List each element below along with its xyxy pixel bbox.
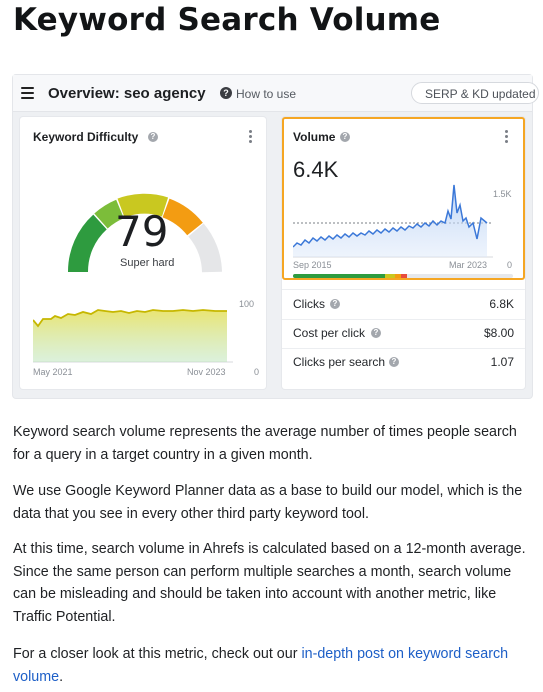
how-to-use-link[interactable]: How to use (236, 87, 297, 101)
volume-trend-bar (293, 274, 513, 278)
trend-bar-yellow (385, 274, 395, 278)
difficulty-gauge (67, 193, 222, 273)
in-depth-post-link[interactable]: in-depth post on keyword search volume (13, 646, 509, 685)
kd-axis-min: 0 (254, 367, 260, 377)
kd-axis-end-date: Nov 2023 (187, 367, 226, 377)
volume-area (293, 185, 487, 257)
metric-value: 6.8K (489, 297, 514, 311)
overview-topbar: Overview: seo agency ? How to use SERP &… (13, 75, 539, 112)
help-circle-icon[interactable]: ? (330, 299, 340, 309)
trend-bar-orange (395, 274, 401, 278)
volume-axis-min: 0 (507, 260, 513, 270)
help-circle-icon[interactable]: ? (340, 132, 350, 142)
help-circle-icon[interactable]: ? (148, 132, 158, 142)
volume-card: Volume ? 6.4K 1.5K 0 Sep 2015 Mar 2023 (282, 117, 525, 389)
trend-bar-green (293, 274, 385, 278)
gauge-segment-yellow (117, 193, 169, 218)
metric-value: 1.07 (490, 355, 514, 369)
more-options-icon[interactable] (505, 130, 509, 145)
gauge-segment-green (67, 214, 108, 273)
volume-axis-start-date: Sep 2015 (293, 260, 332, 270)
volume-line (293, 184, 488, 248)
kd-card-title: Keyword Difficulty (33, 130, 139, 144)
help-circle-icon[interactable]: ? (389, 357, 399, 367)
metric-divider (282, 319, 525, 320)
kd-axis-max: 100 (239, 299, 255, 309)
metric-divider (282, 348, 525, 349)
help-circle-icon[interactable]: ? (220, 87, 232, 99)
metric-row-clicks-per-search: Clicks per search ? 1.07 (293, 355, 514, 375)
ahrefs-screenshot: Overview: seo agency ? How to use SERP &… (13, 75, 539, 398)
metric-label: Clicks (293, 297, 325, 311)
kd-history-chart (33, 309, 233, 363)
metric-value: $8.00 (483, 326, 514, 340)
gauge-segment-remaining (188, 223, 222, 273)
serp-kd-updated-pill[interactable]: SERP & KD updated (411, 82, 539, 104)
kd-axis-start-date: May 2021 (33, 367, 73, 377)
kd-area (33, 310, 227, 362)
overview-title: Overview: seo agency (48, 85, 206, 102)
volume-history-chart (293, 184, 493, 258)
volume-axis-end-date: Mar 2023 (449, 260, 488, 270)
volume-card-title: Volume (293, 130, 336, 144)
metric-label: Clicks per search (293, 355, 386, 369)
trend-bar-red (401, 274, 407, 278)
metric-row-clicks: Clicks ? 6.8K (293, 297, 514, 317)
kd-score: 79 (115, 207, 169, 256)
page-title: Keyword Search Volume (13, 2, 441, 38)
kd-line (33, 309, 227, 328)
hamburger-menu-icon[interactable] (21, 87, 34, 99)
paragraph-calculation: At this time, search volume in Ahrefs is… (13, 541, 526, 625)
gauge-segment-lightgreen (94, 199, 125, 229)
gauge-segment-orange (162, 198, 203, 236)
keyword-difficulty-card: Keyword Difficulty ? 79 Super hard 100 0 (20, 117, 266, 389)
help-circle-icon[interactable]: ? (371, 328, 381, 338)
further-reading-text: For a closer look at this metric, check … (13, 646, 302, 662)
volume-axis-max: 1.5K (493, 189, 512, 199)
more-options-icon[interactable] (249, 130, 253, 145)
paragraph-data-source: We use Google Keyword Planner data as a … (13, 483, 523, 522)
further-reading-period: . (59, 668, 64, 685)
paragraph-further-reading: For a closer look at this metric, check … (13, 643, 533, 688)
metric-row-cost-per-click: Cost per click ? $8.00 (293, 326, 514, 346)
metric-divider (282, 289, 525, 290)
paragraph-definition: Keyword search volume represents the ave… (13, 424, 517, 463)
metric-label: Cost per click (293, 326, 366, 340)
kd-level-label: Super hard (120, 257, 175, 269)
volume-value: 6.4K (293, 157, 339, 182)
volume-highlight-frame (282, 117, 525, 280)
